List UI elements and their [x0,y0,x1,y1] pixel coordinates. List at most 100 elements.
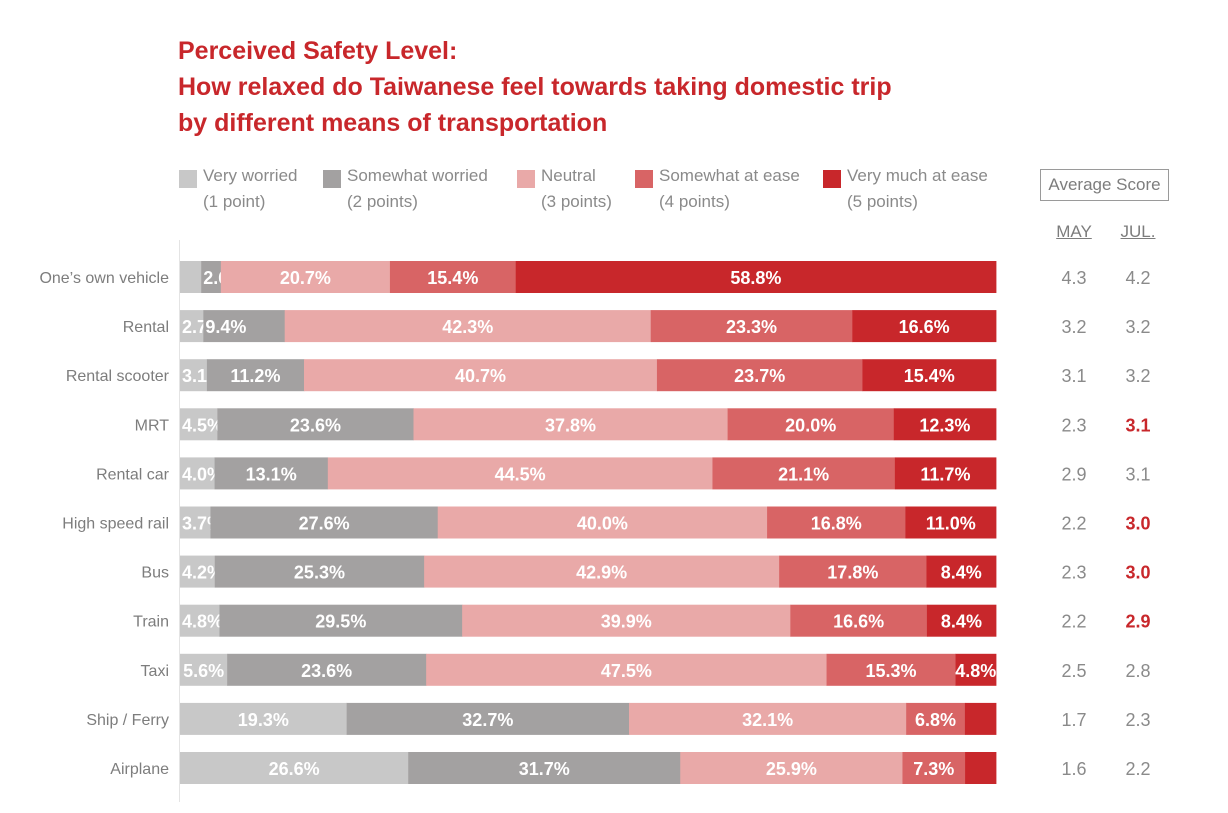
may-score: 2.2 [1061,612,1086,632]
jul-score: 2.9 [1125,612,1150,632]
may-score: 3.1 [1061,366,1086,386]
category-label: Ship / Ferry [86,712,169,729]
category-label: High speed rail [62,516,169,533]
bar-value-label: 31.7% [519,759,570,779]
bar-segment [180,457,215,490]
bar-segment [656,359,863,392]
bar-value-label: 39.9% [601,612,652,632]
bar-segment [327,457,713,490]
bar-segment [712,457,896,490]
average-score-box: Average Score [1040,169,1169,201]
legend-label: Neutral [541,166,596,185]
bar-segment [629,702,907,735]
bar-segment [206,359,305,392]
legend-points: (4 points) [659,192,730,211]
bar-segment [955,653,997,686]
category-label: Bus [141,565,169,582]
legend-label: Very worried [203,166,298,185]
bar-value-label: 32.1% [742,710,793,730]
bar-value-label: 8.4% [941,612,982,632]
may-score: 2.3 [1061,563,1086,583]
may-score: 2.3 [1061,415,1086,435]
may-score: 1.7 [1061,710,1086,730]
bar-segment [926,555,997,588]
jul-score: 2.8 [1125,661,1150,681]
may-column-header: MAY [1056,222,1092,241]
may-score: 2.2 [1061,514,1086,534]
bar-segment [180,506,211,539]
jul-score: 3.2 [1125,317,1150,337]
bar-value-label: 26.6% [269,759,320,779]
bar-value-label: 23.6% [290,415,341,435]
bar-segment [413,408,729,441]
bar-value-label: 44.5% [495,464,546,484]
bar-value-label: 4.0% [182,464,223,484]
bar-segment [790,604,928,637]
bar-segment [894,457,997,490]
bar-segment [727,408,895,441]
bar-value-label: 23.6% [301,661,352,681]
jul-score: 2.3 [1125,710,1150,730]
jul-score: 3.0 [1125,514,1150,534]
title-line-3: by different means of transportation [178,109,608,137]
legend-points: (3 points) [541,192,612,211]
bar-value-label: 16.6% [899,317,950,337]
bar-segment [214,457,329,490]
bar-value-label: 27.6% [299,514,350,534]
may-score: 1.6 [1061,759,1086,779]
bar-value-label: 42.9% [576,563,627,583]
bar-segment [426,653,827,686]
jul-score: 3.1 [1125,464,1150,484]
bar-segment [389,261,517,293]
bar-segment [203,310,286,343]
category-label: Train [133,614,169,631]
bar-segment [906,702,966,735]
bar-segment [304,359,658,392]
jul-score: 2.2 [1125,759,1150,779]
bar-segment [852,310,997,343]
bar-value-label: 21.1% [778,464,829,484]
bar-value-label: 20.0% [785,415,836,435]
legend-swatch [323,170,341,188]
legend-label: Somewhat at ease [659,166,800,185]
legend-swatch [635,170,653,188]
bar-value-label: 9.4% [205,317,246,337]
bar-segment [201,261,222,293]
bar-segment [220,261,391,293]
legend-label: Very much at ease [847,166,988,185]
category-label: Rental scooter [66,368,170,385]
legend-points: (5 points) [847,192,918,211]
category-label: Rental [123,319,169,336]
bar-segment [180,555,216,588]
bar-value-label: 12.3% [919,415,970,435]
may-score: 3.2 [1061,317,1086,337]
category-label: Rental car [96,466,170,483]
category-label: Airplane [110,761,169,778]
jul-score: 3.0 [1125,563,1150,583]
bar-segment [180,752,409,784]
bar-segment [680,752,903,784]
bar-segment [964,702,997,735]
legend-points: (2 points) [347,192,418,211]
bar-segment [437,506,768,539]
legend-swatch [823,170,841,188]
bar-segment [180,359,208,392]
bar-value-label: 6.8% [915,710,956,730]
bar-value-label: 4.5% [182,415,223,435]
bar-segment [210,506,439,539]
bar-value-label: 13.1% [246,464,297,484]
chart-title: Perceived Safety Level: How relaxed do T… [178,33,892,141]
bar-value-label: 37.8% [545,415,596,435]
bar-value-label: 11.2% [230,366,280,386]
bar-value-label: 4.2% [182,563,223,583]
bar-segment [180,261,202,293]
bar-value-label: 25.3% [294,563,345,583]
may-score: 4.3 [1061,268,1086,288]
bar-segment [965,752,997,784]
bar-segment [650,310,853,343]
bar-value-label: 16.6% [833,612,884,632]
category-label: Taxi [141,663,169,680]
bar-segment [862,359,997,392]
jul-score: 3.1 [1125,415,1150,435]
bar-segment [180,310,204,343]
